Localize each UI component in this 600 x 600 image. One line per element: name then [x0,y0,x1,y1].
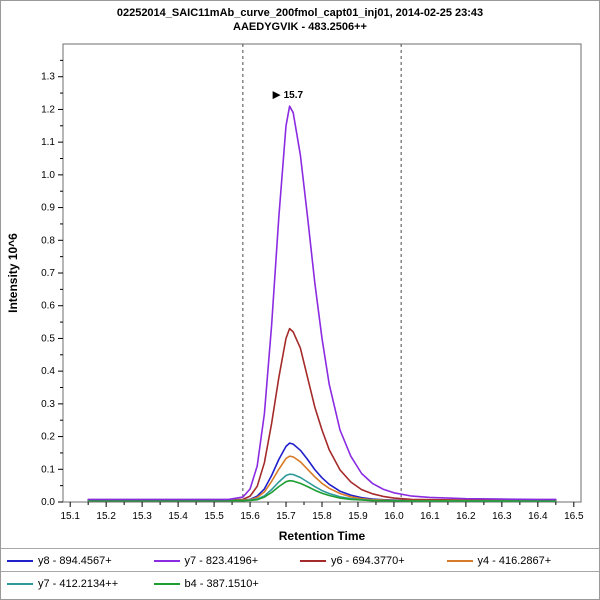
x-tick-label: 15.1 [60,511,80,522]
x-tick-label: 16.5 [564,511,584,522]
x-tick-label: 16.3 [492,511,512,522]
legend-line-swatch [300,559,326,562]
x-tick-label: 16.4 [528,511,548,522]
y-tick-label: 0.4 [41,366,55,377]
y-tick-label: 0.7 [41,268,55,279]
x-tick-label: 15.8 [312,511,332,522]
chromatogram-plot: 15.1 15.2 15.3 15.4 15.5 15.6 15.7 15.8 15.9 16.0… [6,43,584,543]
chromatogram-series [87,327,557,502]
legend-item: y7 - 823.4196+ [153,552,301,569]
y-tick-label: 0.0 [41,497,55,508]
x-axis-label: Retention Time [279,529,366,543]
legend-item: y4 - 416.2867+ [446,552,594,569]
legend-item-label: b4 - 387.1510+ [184,577,259,590]
peak-apex-arrow-icon [272,91,281,100]
peak-retention-time-label: 15.7 [284,90,304,101]
y-tick-label: 1.1 [41,137,55,148]
legend-line-swatch [153,559,180,562]
legend-item: b4 - 387.1510+ [153,575,301,592]
y-axis-label: Intensity 10^6 [6,233,20,313]
x-tick-label: 15.6 [240,511,260,522]
legend-line-swatch [7,559,33,562]
legend-spacer [447,575,594,592]
y-tick-label: 0.1 [41,464,55,475]
legend-item: y7 - 412.2134++ [7,575,154,592]
legend-item: y8 - 894.4567+ [7,552,154,569]
legend-item-label: y7 - 823.4196+ [184,554,259,567]
x-tick-label: 15.4 [168,511,188,522]
legend-item-label: y7 - 412.2134++ [38,577,119,590]
x-tick-label: 15.3 [132,511,152,522]
y-tick-label: 0.6 [41,301,55,312]
legend-row: y7 - 412.2134++ b4 - 387.1510+ [1,571,599,594]
chart-title: 02252014_SAIC11mAb_curve_200fmol_capt01_… [116,7,484,19]
legend-item-label: y4 - 416.2867+ [477,554,552,567]
y-tick-label: 0.9 [41,203,55,214]
x-tick-label: 15.7 [276,511,296,522]
peptide-subtitle: AAEDYGVIK - 483.2506++ [233,21,367,33]
legend-item: y6 - 694.3770+ [300,552,447,569]
x-tick-label: 15.5 [204,511,224,522]
legend-item-label: y6 - 694.3770+ [331,554,405,567]
legend-row: y8 - 894.4567+ y7 - 823.4196+ y6 - 694.3… [1,548,599,571]
y-tick-label: 0.8 [41,235,55,246]
x-tick-label: 15.9 [348,511,368,522]
legend-line-swatch [153,582,180,585]
legend-item-label: y8 - 894.4567+ [38,554,112,567]
chromatogram-series [87,442,557,502]
x-tick-label: 16.2 [456,511,476,522]
x-tick-label: 16.0 [384,511,404,522]
y-tick-label: 0.3 [41,399,55,410]
legend: y8 - 894.4567+ y7 - 823.4196+ y6 - 694.3… [1,548,599,594]
y-tick-label: 0.5 [41,333,55,344]
x-tick-label: 16.1 [420,511,440,522]
y-tick-label: 1.3 [41,72,55,83]
legend-spacer [300,575,447,592]
y-tick-label: 0.2 [41,432,55,443]
chromatogram-series [87,479,557,502]
legend-line-swatch [446,559,473,562]
chromatogram-series [87,105,557,501]
legend-line-swatch [7,582,33,585]
chart-header: 02252014_SAIC11mAb_curve_200fmol_capt01_… [1,1,599,36]
plot-area-border [62,43,582,503]
y-tick-label: 1.2 [41,104,55,115]
y-tick-label: 1.0 [41,170,55,181]
x-tick-label: 15.2 [96,511,116,522]
